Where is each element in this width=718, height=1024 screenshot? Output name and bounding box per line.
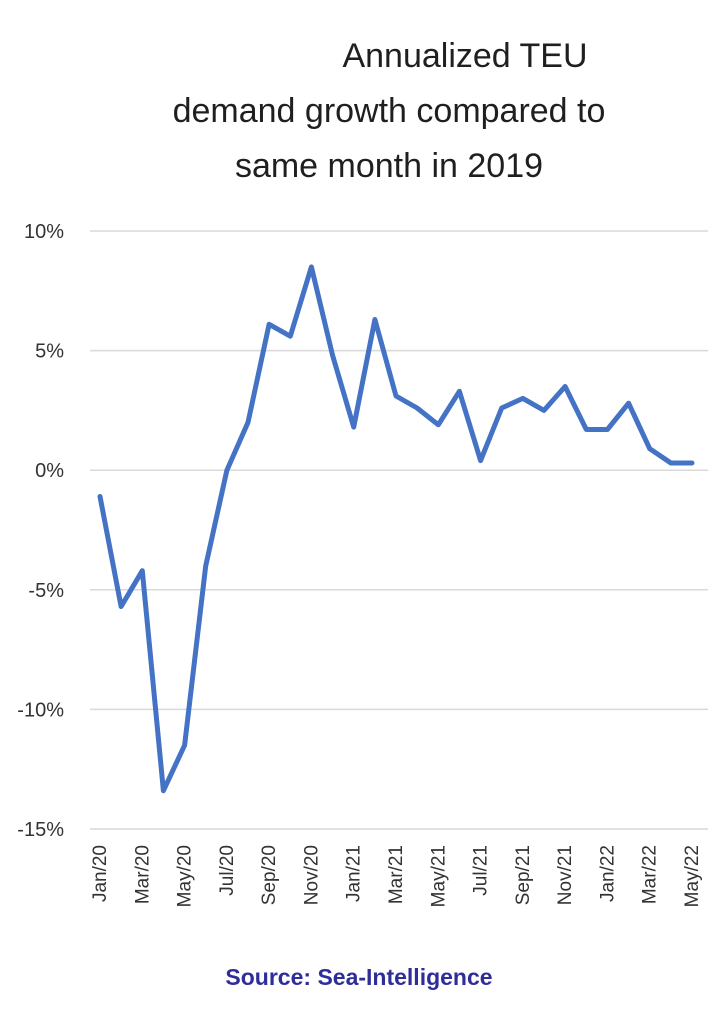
chart-title-line-1: Annualized TEU	[342, 37, 587, 75]
gridlines	[90, 230, 708, 830]
x-tick-label: Sep/20	[259, 845, 280, 905]
x-tick-label: Jan/21	[344, 845, 365, 902]
y-tick-label: -5%	[28, 580, 64, 602]
series-line	[97, 264, 695, 794]
series-lines	[97, 264, 695, 794]
x-tick-label: May/21	[428, 845, 449, 907]
x-tick-label: Mar/21	[386, 845, 407, 904]
y-tick-label: 10%	[24, 221, 64, 243]
y-axis-ticks: 10% 5% 0% -5% -10% -15%	[17, 221, 64, 841]
x-axis-ticks: Jan/20 Mar/20 May/20 Jul/20 Sep/20 Nov/20 Jan/…	[90, 845, 703, 907]
x-tick-label: May/20	[175, 845, 196, 907]
y-tick-label: -10%	[17, 699, 64, 721]
chart-title-line-3: same month in 2019	[235, 147, 543, 185]
y-tick-label: 0%	[35, 460, 64, 482]
x-tick-label: Mar/20	[132, 845, 153, 904]
y-tick-label: 5%	[35, 341, 64, 363]
x-tick-label: Jul/20	[217, 845, 238, 896]
x-tick-label: Jan/22	[597, 845, 618, 902]
x-tick-label: Mar/22	[640, 845, 661, 904]
x-tick-label: Sep/21	[513, 845, 534, 905]
x-tick-label: Jul/21	[471, 845, 492, 896]
x-tick-label: Nov/21	[555, 845, 576, 905]
chart-title: Annualized TEU demand growth compared to…	[173, 37, 606, 185]
x-tick-label: Jan/20	[90, 845, 111, 902]
source-caption: Source: Sea-Intelligence	[225, 964, 493, 990]
y-tick-label: -15%	[17, 819, 64, 841]
x-tick-label: Nov/20	[301, 845, 322, 905]
x-tick-label: May/22	[682, 845, 703, 907]
chart-title-line-2: demand growth compared to	[173, 92, 606, 130]
